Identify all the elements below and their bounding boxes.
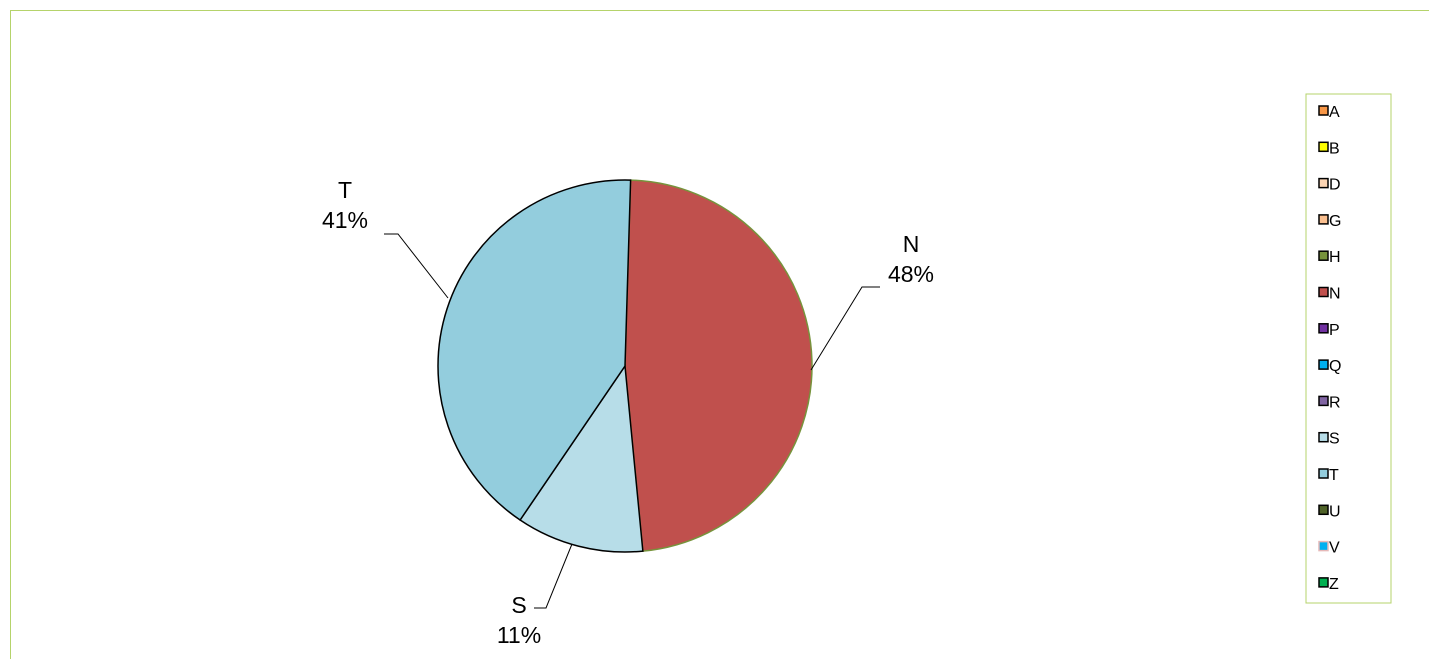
legend-label-d: D: [1329, 177, 1341, 194]
legend-item-h: H: [1318, 249, 1341, 266]
data-label-percent-t: 41%: [322, 207, 368, 233]
legend-swatch-q: [1318, 359, 1329, 370]
data-label-percent-n: 48%: [888, 261, 934, 287]
legend-label-u: U: [1329, 503, 1341, 520]
data-label-category-n: N: [903, 231, 920, 257]
data-label-category-s: S: [511, 592, 526, 618]
leader-line-n: [810, 286, 880, 371]
legend-label-t: T: [1329, 467, 1339, 484]
legend-label-r: R: [1329, 394, 1341, 411]
legend-item-v: V: [1318, 540, 1340, 557]
legend-item-d: D: [1318, 177, 1341, 194]
legend-item-g: G: [1318, 213, 1341, 230]
legend-swatch-n: [1318, 286, 1329, 298]
legend-item-z: Z: [1318, 576, 1339, 593]
data-label-category-t: T: [338, 177, 352, 203]
legend-label-q: Q: [1329, 358, 1341, 375]
legend-label-p: P: [1329, 322, 1340, 339]
pie-slice-n: [624, 179, 813, 552]
pie-slice-t: [437, 179, 632, 522]
legend-swatch-g: [1318, 214, 1329, 225]
legend-item-u: U: [1318, 503, 1341, 520]
legend-item-n: N: [1318, 286, 1341, 303]
legend-swatch-b: [1318, 141, 1329, 153]
pie-slices: [437, 179, 813, 553]
pie-data-labels: N 48% S 11% T 41%: [322, 177, 934, 648]
legend-label-h: H: [1329, 249, 1341, 266]
legend-item-p: P: [1318, 322, 1340, 339]
pie-slice-s: [519, 363, 644, 553]
legend-swatch-h: [1318, 250, 1329, 261]
legend-label-v: V: [1329, 540, 1340, 557]
legend-swatch-d: [1318, 177, 1329, 189]
legend-label-s: S: [1329, 431, 1340, 448]
legend-label-b: B: [1329, 140, 1340, 157]
legend-item-s: S: [1318, 431, 1340, 448]
legend-swatch-s: [1318, 431, 1329, 443]
legend-item-q: Q: [1318, 358, 1341, 375]
legend-label-z: Z: [1329, 576, 1339, 593]
legend-swatch-a: [1318, 105, 1329, 116]
legend-label-n: N: [1329, 286, 1341, 303]
legend: A B D G H N P Q R S T U V Z: [1305, 93, 1392, 604]
legend-item-t: T: [1318, 467, 1339, 484]
legend-swatch-t: [1318, 468, 1329, 479]
chart-frame: [10, 10, 1429, 659]
legend-swatch-z: [1318, 577, 1329, 588]
legend-swatch-p: [1318, 323, 1329, 334]
legend-swatch-r: [1318, 395, 1329, 407]
legend-label-g: G: [1329, 213, 1341, 230]
data-label-percent-s: 11%: [497, 622, 541, 648]
legend-item-r: R: [1318, 394, 1341, 411]
legend-swatch-v: [1318, 540, 1329, 552]
legend-label-a: A: [1329, 104, 1340, 121]
leader-line-s: [534, 543, 573, 609]
legend-item-a: A: [1318, 104, 1340, 121]
leader-line-t: [384, 233, 449, 299]
legend-box: [1305, 93, 1392, 604]
legend-swatch-u: [1318, 504, 1329, 516]
legend-item-b: B: [1318, 140, 1340, 157]
